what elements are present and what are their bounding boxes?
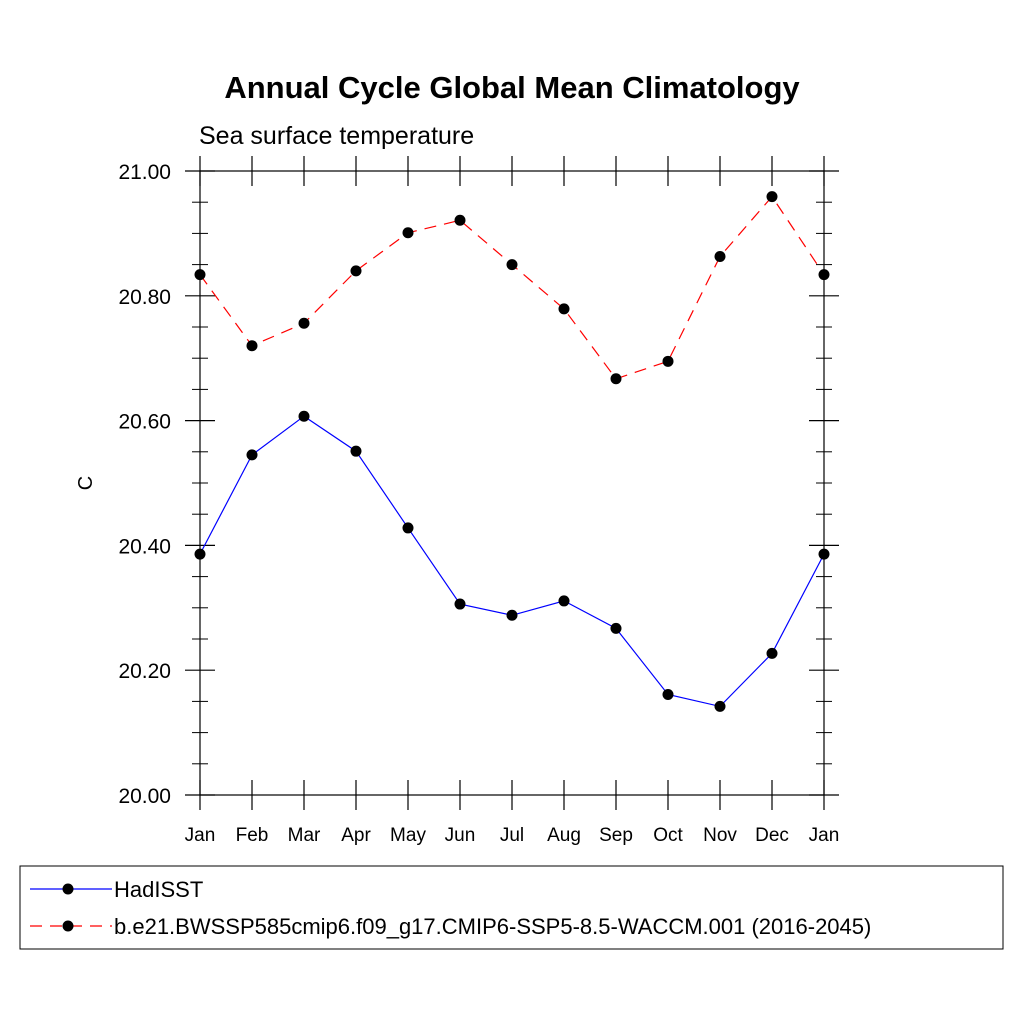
legend-marker-cesm bbox=[62, 920, 74, 932]
data-point bbox=[558, 303, 570, 315]
data-point bbox=[350, 265, 362, 277]
x-tick-label: Feb bbox=[236, 825, 269, 846]
chart-title: Annual Cycle Global Mean Climatology bbox=[224, 70, 800, 105]
x-tick-label: May bbox=[390, 825, 426, 846]
series-layer bbox=[194, 191, 830, 712]
data-point bbox=[454, 214, 466, 226]
data-point bbox=[402, 227, 414, 239]
chart-subtitle: Sea surface temperature bbox=[199, 122, 474, 150]
data-point bbox=[454, 598, 466, 610]
data-point bbox=[506, 259, 518, 271]
x-tick-label: Nov bbox=[703, 825, 737, 846]
legend-box bbox=[19, 865, 1004, 950]
data-point bbox=[610, 622, 622, 634]
data-point bbox=[818, 548, 830, 560]
data-point bbox=[558, 595, 570, 607]
legend-label-cesm: b.e21.BWSSP585cmip6.f09_g17.CMIP6-SSP5-8… bbox=[114, 914, 871, 939]
data-point bbox=[662, 689, 674, 701]
y-tick-label: 20.80 bbox=[118, 286, 171, 309]
x-tick-label: Aug bbox=[547, 825, 581, 846]
series-line bbox=[199, 415, 825, 708]
x-tick-label: Oct bbox=[653, 825, 683, 846]
y-tick-label: 20.20 bbox=[118, 660, 171, 683]
y-tick-label: 21.00 bbox=[118, 161, 171, 184]
legend-label-hadisst: HadISST bbox=[114, 877, 203, 902]
y-tick-label: 20.00 bbox=[118, 785, 171, 808]
data-point bbox=[246, 340, 258, 352]
x-tick-label: Dec bbox=[755, 825, 789, 846]
legend-marker-hadisst bbox=[62, 883, 74, 895]
series-0 bbox=[194, 410, 830, 712]
data-point bbox=[714, 700, 726, 712]
data-point bbox=[766, 191, 778, 203]
x-tick-label: Jan bbox=[809, 825, 840, 846]
data-point bbox=[766, 647, 778, 659]
y-axis-tick-labels: 20.00 20.20 20.40 20.60 20.80 21.00 bbox=[118, 161, 171, 808]
x-tick-label: Apr bbox=[341, 825, 371, 846]
data-point bbox=[714, 250, 726, 262]
x-tick-label: Jul bbox=[500, 825, 524, 846]
data-point bbox=[298, 410, 310, 422]
data-point bbox=[662, 355, 674, 367]
data-point bbox=[818, 269, 830, 281]
legend: HadISST b.e21.BWSSP585cmip6.f09_g17.CMIP… bbox=[19, 865, 1004, 950]
data-point bbox=[194, 269, 206, 281]
series-1 bbox=[194, 191, 830, 385]
x-tick-label: Jan bbox=[185, 825, 216, 846]
series-line bbox=[199, 195, 825, 380]
data-point bbox=[402, 522, 414, 534]
y-tick-label: 20.40 bbox=[118, 535, 171, 558]
y-axis-label: C bbox=[75, 476, 97, 490]
axis-ticks bbox=[185, 156, 839, 810]
x-tick-label: Jun bbox=[445, 825, 476, 846]
x-tick-label: Sep bbox=[599, 825, 633, 846]
data-point bbox=[246, 449, 258, 461]
data-point bbox=[298, 317, 310, 329]
data-point bbox=[610, 373, 622, 385]
y-tick-label: 20.60 bbox=[118, 411, 171, 434]
data-point bbox=[350, 445, 362, 457]
x-axis-tick-labels: Jan Feb Mar Apr May Jun Jul Aug Sep Oct Nov Dec Jan bbox=[185, 825, 840, 846]
data-point bbox=[506, 609, 518, 621]
x-tick-label: Mar bbox=[288, 825, 321, 846]
data-point bbox=[194, 548, 206, 560]
